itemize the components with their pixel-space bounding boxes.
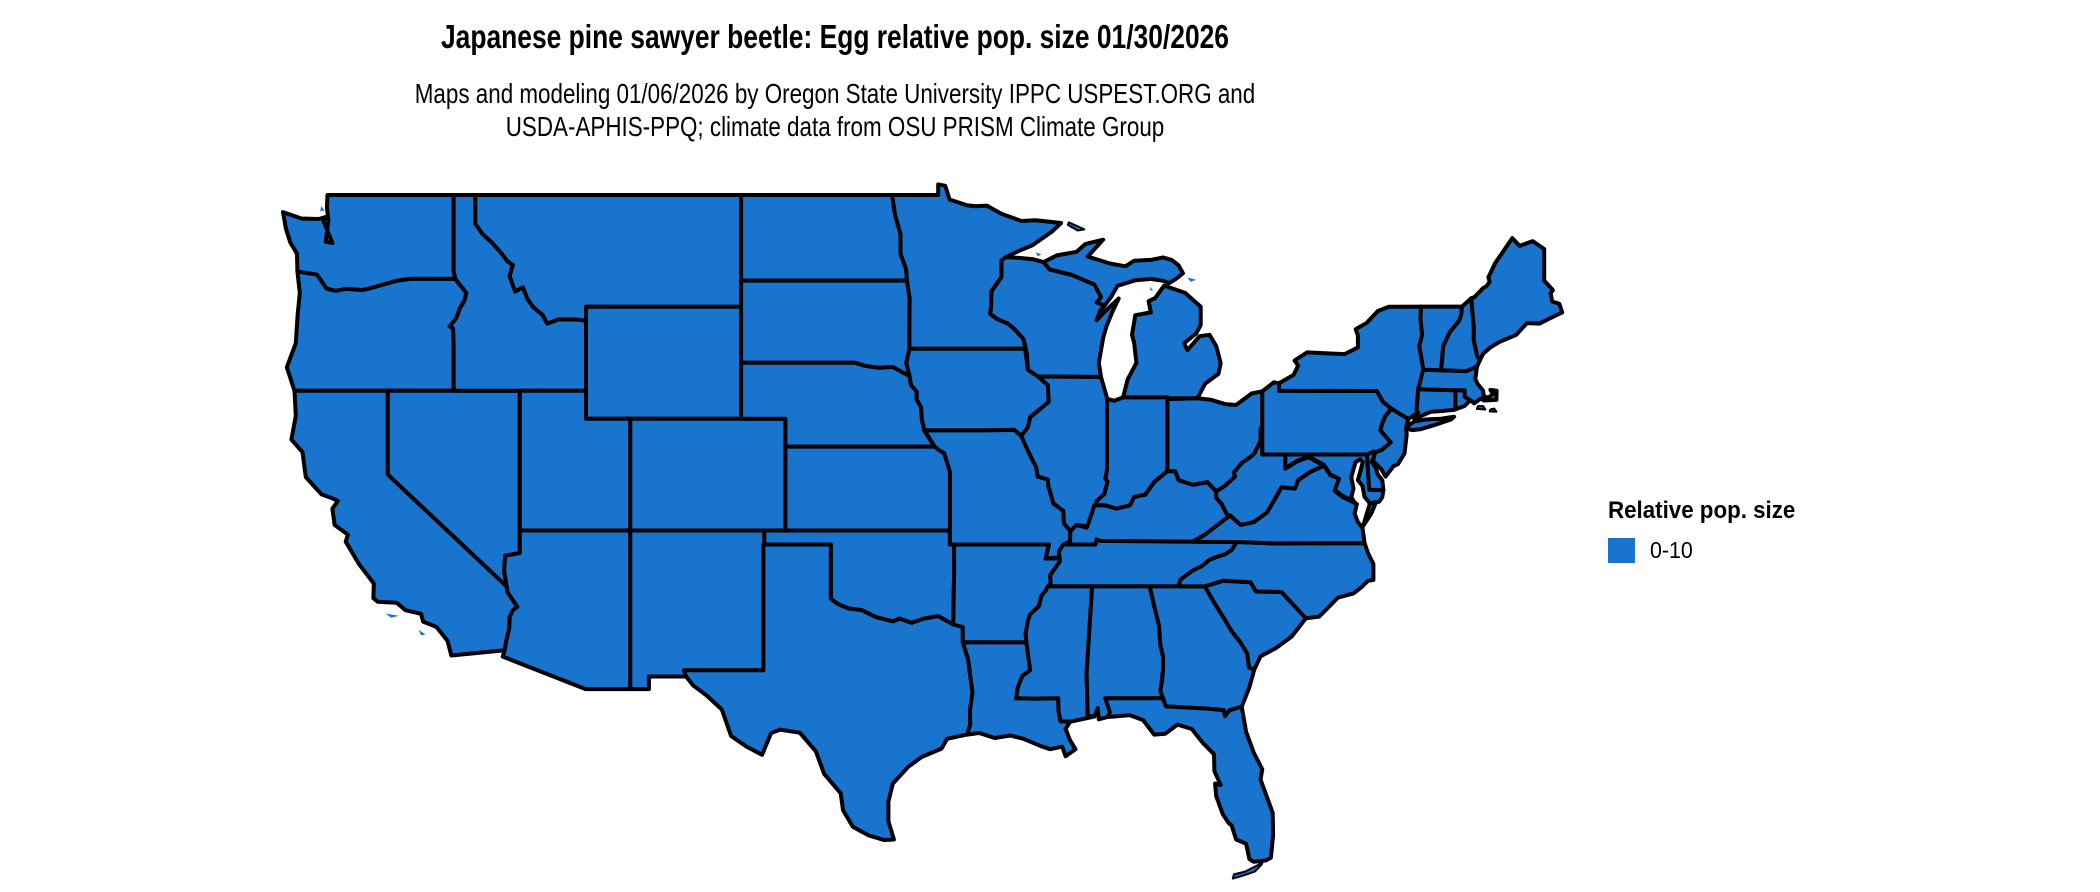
- map-subtitle-line1: Maps and modeling 01/06/2026 by Oregon S…: [414, 78, 1256, 109]
- legend-swatch-0-10: [1608, 538, 1635, 563]
- state-florida: [1103, 696, 1276, 864]
- map-title: Japanese pine sawyer beetle: Egg relativ…: [441, 18, 1229, 55]
- state-michigan-upper: [1041, 237, 1185, 308]
- state-oregon: [284, 269, 469, 393]
- island-florida-keys: [1231, 860, 1264, 880]
- state-new-mexico: [628, 528, 767, 692]
- state-north-carolina: [1176, 540, 1376, 621]
- island-nantucket: [1488, 407, 1498, 413]
- island-beaver-island: [1149, 286, 1154, 291]
- map-subtitle: Maps and modeling 01/06/2026 by Oregon S…: [167, 77, 1503, 143]
- state-pennsylvania: [1260, 380, 1394, 457]
- state-texas: [682, 542, 975, 842]
- state-virginia-eastern-shore: [1361, 500, 1379, 529]
- legend-item: 0-10: [1608, 537, 1809, 564]
- legend-title: Relative pop. size: [1608, 497, 1796, 524]
- state-michigan-lower: [1121, 283, 1223, 401]
- state-north-dakota: [739, 193, 909, 283]
- legend-item-label: 0-10: [1650, 537, 1693, 563]
- legend: Relative pop. size 0-10: [1608, 497, 1809, 564]
- state-wyoming: [584, 304, 744, 421]
- island-channel-islands: [385, 613, 399, 618]
- island-marthas-vineyard: [1475, 405, 1487, 411]
- state-kansas: [783, 444, 953, 533]
- island-san-juan-islands: [320, 206, 325, 212]
- state-maryland: [1283, 452, 1386, 506]
- island-isle-royale: [1066, 221, 1086, 232]
- state-maine: [1469, 236, 1565, 363]
- state-connecticut: [1410, 387, 1458, 422]
- map-subtitle-line2: USDA-APHIS-PPQ; climate data from OSU PR…: [505, 111, 1165, 143]
- state-new-york-long-island: [1404, 414, 1457, 433]
- state-arizona: [500, 528, 633, 692]
- map-header: Japanese pine sawyer beetle: Egg relativ…: [0, 18, 1670, 143]
- island-apostle-islands: [1035, 252, 1042, 257]
- island-santa-catalina: [418, 629, 426, 636]
- island-drummond-island: [1187, 277, 1197, 282]
- state-colorado: [628, 416, 788, 533]
